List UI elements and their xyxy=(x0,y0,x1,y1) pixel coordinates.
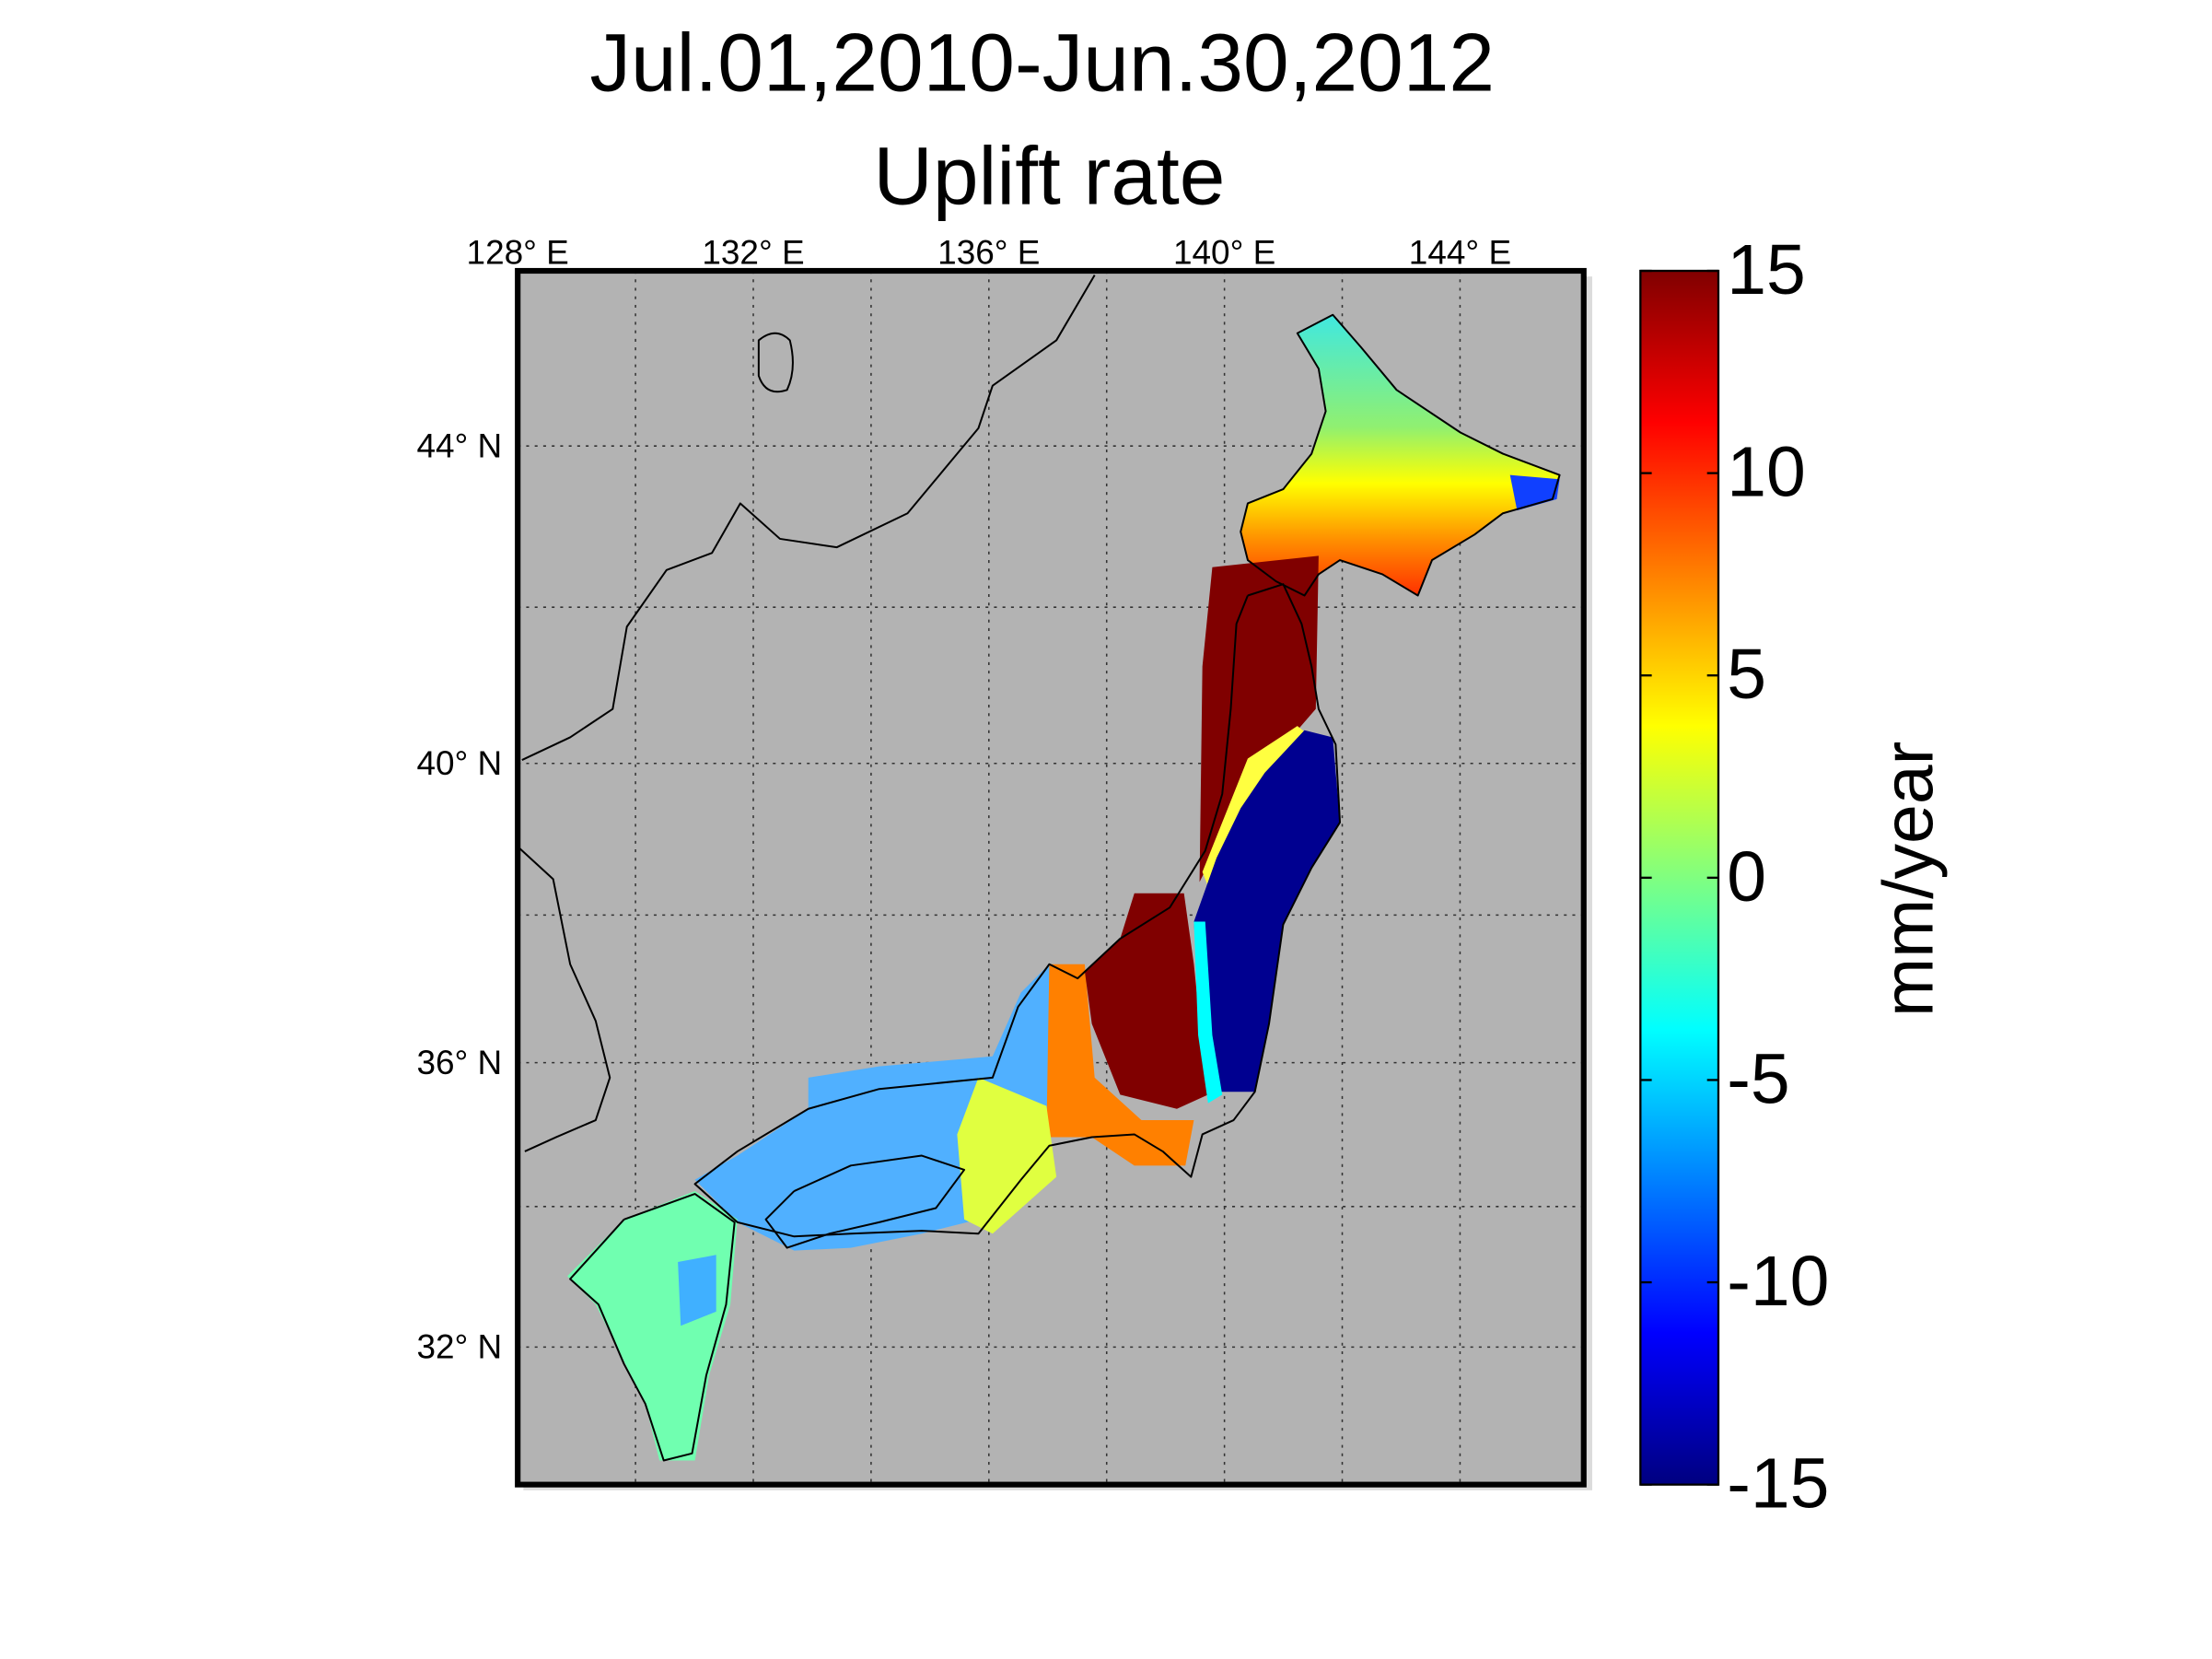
lon-tick-label: 140° E xyxy=(1173,233,1275,271)
asia-coast xyxy=(521,275,1096,761)
tohoku-west-high xyxy=(1199,555,1319,882)
colorbar-ticks: 15 10 5 0 -5 -10 -15 xyxy=(1640,230,1829,1524)
colorbar-tick-label: -5 xyxy=(1727,1039,1789,1118)
central-high xyxy=(1084,893,1208,1109)
kyushu-coast xyxy=(569,1193,736,1462)
west-honshu-field xyxy=(694,964,1050,1251)
central-orange xyxy=(1042,964,1194,1166)
colorbar-tick-label: 0 xyxy=(1727,837,1766,917)
lon-tick-label: 136° E xyxy=(937,233,1040,271)
colorbar-tick-label: 10 xyxy=(1727,433,1806,512)
colorbar-tick-label: 5 xyxy=(1727,635,1766,714)
hokkaido-field xyxy=(1240,314,1560,596)
hokkaido-east-low xyxy=(1509,474,1560,511)
uplift-field xyxy=(567,314,1560,1461)
lat-tick-label: 40° N xyxy=(416,744,502,782)
korea-coast xyxy=(518,847,611,1152)
colorbar-tick-label: -10 xyxy=(1727,1242,1829,1321)
colorbar-tick-label: 15 xyxy=(1727,230,1806,310)
kyushu-center xyxy=(678,1255,716,1326)
lon-tick-label: 144° E xyxy=(1409,233,1511,271)
hokkaido-coast xyxy=(1240,313,1561,597)
map-ticks: 128° E 132° E 136° E 140° E 144° E 44° N 40° N… xyxy=(416,233,1511,1365)
lat-tick-label: 32° N xyxy=(416,1328,502,1366)
honshu-coast xyxy=(693,583,1341,1238)
lon-tick-label: 128° E xyxy=(467,233,569,271)
title-line: Uplift rate xyxy=(873,130,1225,222)
island xyxy=(757,332,794,393)
map-frame xyxy=(515,267,1587,1488)
title-line: Jul.01,2010-Jun.30,2012 xyxy=(589,17,1495,109)
lat-tick-label: 44° N xyxy=(416,427,502,465)
colorbar xyxy=(1639,269,1720,1486)
central-cyan-edge xyxy=(1193,921,1223,1104)
kinki-field xyxy=(957,1077,1057,1234)
lat-tick-label: 36° N xyxy=(416,1044,502,1081)
coastlines xyxy=(518,275,1561,1462)
tohoku-east-low xyxy=(1193,730,1340,1092)
kyushu-field xyxy=(567,1191,738,1461)
colorbar-label: mm/year xyxy=(1869,742,1949,1017)
lon-tick-label: 132° E xyxy=(702,233,804,271)
colorbar-tick-label: -15 xyxy=(1727,1444,1829,1524)
shikoku-coast xyxy=(764,1154,966,1249)
